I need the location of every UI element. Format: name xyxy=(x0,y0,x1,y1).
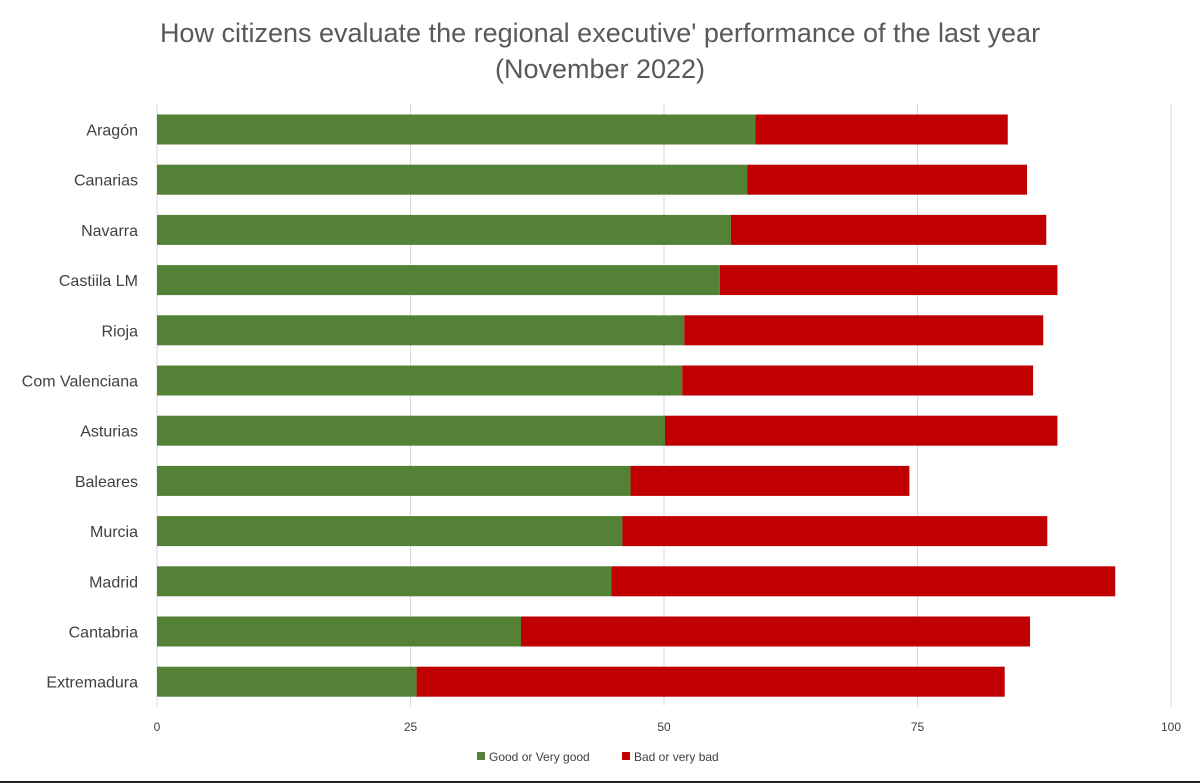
category-label: Baleares xyxy=(75,474,138,491)
bars xyxy=(157,114,1116,697)
bar-good xyxy=(157,616,522,647)
category-labels: Aragón Canarias Navarra Castiila LM Rioja Com… xyxy=(22,123,138,692)
bar-bad xyxy=(665,415,1058,446)
grid-lines xyxy=(156,104,1172,706)
category-label: Asturias xyxy=(80,424,138,441)
legend: Good or Very good Bad or very bad xyxy=(477,750,719,764)
bar-bad xyxy=(682,365,1034,396)
legend-label-good: Good or Very good xyxy=(489,750,590,764)
category-label: Extremadura xyxy=(46,675,138,692)
bar-good xyxy=(157,415,666,446)
legend-swatch-good xyxy=(477,752,485,760)
bar-bad xyxy=(622,516,1048,547)
legend-label-bad: Bad or very bad xyxy=(634,750,719,764)
bar-bad xyxy=(684,315,1044,346)
bar-bad xyxy=(747,164,1028,195)
category-label: Madrid xyxy=(89,574,138,591)
bar-good xyxy=(157,214,731,245)
x-tick-label: 50 xyxy=(657,720,671,734)
bar-bad xyxy=(719,265,1058,296)
legend-swatch-bad xyxy=(622,752,630,760)
bar-good xyxy=(157,164,748,195)
bar-good xyxy=(157,365,683,396)
category-label: Cantabria xyxy=(69,625,138,642)
bar-good xyxy=(157,566,612,597)
chart-subtitle: (November 2022) xyxy=(495,54,705,84)
bar-good xyxy=(157,315,685,346)
x-axis-tick-labels: 0 25 50 75 100 xyxy=(154,720,1182,734)
category-label: Murcia xyxy=(90,524,138,541)
category-label: Com Valenciana xyxy=(22,374,138,391)
bar-good xyxy=(157,465,631,496)
chart-title: How citizens evaluate the regional execu… xyxy=(160,18,1040,48)
x-tick-label: 25 xyxy=(404,720,418,734)
bar-bad xyxy=(521,616,1031,647)
bar-bad xyxy=(755,114,1008,145)
bar-good xyxy=(157,114,756,145)
x-tick-label: 0 xyxy=(154,720,161,734)
bar-bad xyxy=(730,214,1047,245)
bar-bad xyxy=(630,465,910,496)
bar-good xyxy=(157,666,417,697)
category-label: Canarias xyxy=(74,173,138,190)
bar-good xyxy=(157,265,720,296)
bar-good xyxy=(157,516,623,547)
bar-bad xyxy=(611,566,1116,597)
x-tick-label: 75 xyxy=(911,720,925,734)
bar-bad xyxy=(416,666,1005,697)
x-tick-label: 100 xyxy=(1161,720,1181,734)
category-label: Rioja xyxy=(102,323,139,340)
category-label: Castiila LM xyxy=(59,273,138,290)
category-label: Aragón xyxy=(86,123,138,140)
category-label: Navarra xyxy=(81,223,138,240)
bottom-border xyxy=(0,781,1200,783)
